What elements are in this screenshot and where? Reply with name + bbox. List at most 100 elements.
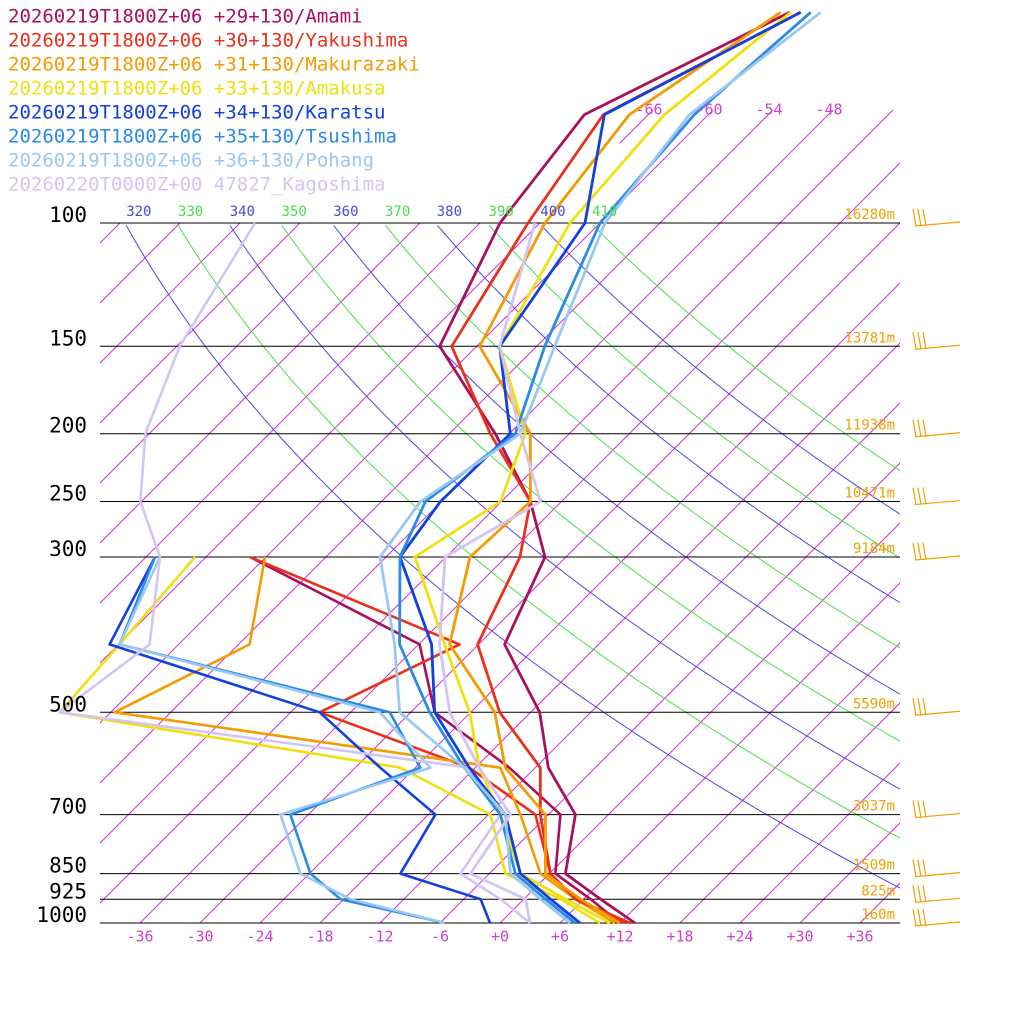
barb-flag xyxy=(922,800,927,818)
x-tick-label: -36 xyxy=(126,928,153,946)
temperature-line xyxy=(398,11,802,925)
height-label: 10471m xyxy=(844,486,895,502)
isotherm xyxy=(799,110,900,923)
barb-flag xyxy=(912,487,917,505)
barb-flag xyxy=(922,332,927,350)
adiabats xyxy=(125,225,900,889)
barb-flag xyxy=(917,908,922,927)
isotherm xyxy=(679,110,900,923)
pressure-label: 850 xyxy=(49,854,87,878)
temperature-line xyxy=(378,11,822,925)
isotherm xyxy=(619,110,900,923)
barb-flag xyxy=(917,332,922,350)
wind-barb xyxy=(912,419,961,438)
height-label: 16280m xyxy=(844,207,895,223)
adiabat xyxy=(592,225,900,472)
x-tick-label: +6 xyxy=(551,928,569,946)
x-tick-label: -12 xyxy=(366,928,393,946)
barb-staff xyxy=(914,432,961,438)
barb-flag xyxy=(912,859,917,877)
wind-barb xyxy=(912,208,961,227)
dewpoint-line xyxy=(249,555,621,925)
dewpoint-line xyxy=(118,556,446,925)
isotherm xyxy=(139,110,900,923)
wind-barbs xyxy=(912,208,961,927)
pressure-label: 200 xyxy=(49,414,87,438)
isotherm-label: -66 xyxy=(635,101,662,119)
barb-flag xyxy=(917,419,922,437)
adiabat xyxy=(437,225,900,604)
isotherm xyxy=(439,110,900,923)
height-label: 9184m xyxy=(853,541,895,557)
barb-staff xyxy=(914,921,961,927)
labels: 320 330 340 350 360 370 380 390 400 410 -66 -60 -54 -… xyxy=(36,101,895,946)
barb-staff xyxy=(914,344,961,350)
barb-flag xyxy=(917,542,922,561)
legend-entry: 20260219T1800Z+06 +31+130/Makurazaki xyxy=(8,54,420,76)
dewpoint-line xyxy=(113,556,616,925)
wind-barb xyxy=(912,332,961,350)
barb-flag xyxy=(917,885,922,903)
x-tick-label: -6 xyxy=(431,928,449,946)
barb-staff xyxy=(914,221,961,227)
pressure-label: 1000 xyxy=(36,903,87,927)
x-tick-label: +18 xyxy=(666,928,693,946)
theta-label: 350 xyxy=(281,204,306,220)
barb-flag xyxy=(912,332,917,350)
temperature-line xyxy=(438,11,791,925)
barb-flag xyxy=(917,800,922,818)
isotherm xyxy=(499,110,900,923)
isotherm xyxy=(859,110,900,923)
theta-label: 330 xyxy=(178,204,203,220)
barb-flag xyxy=(922,487,927,505)
legend-entry: 20260220T0000Z+00 47827_Kagoshima xyxy=(8,174,386,196)
theta-label: 340 xyxy=(230,204,255,220)
x-tick-label: +12 xyxy=(606,928,633,946)
wind-barb xyxy=(912,885,961,903)
isotherm xyxy=(199,110,900,923)
legend-entry: 20260219T1800Z+06 +30+130/Yakushima xyxy=(8,30,408,52)
barb-flag xyxy=(917,208,922,227)
barb-staff xyxy=(914,499,961,506)
barb-flag xyxy=(922,885,927,903)
pressure-label: 250 xyxy=(49,482,87,506)
pressure-label: 150 xyxy=(49,326,87,350)
height-label: 13781m xyxy=(844,330,895,346)
barb-flag xyxy=(922,419,927,437)
barb-flag xyxy=(912,885,917,903)
x-tick-label: -30 xyxy=(186,928,213,946)
adiabat xyxy=(540,225,900,515)
barb-flag xyxy=(912,908,917,927)
x-tick-label: -18 xyxy=(306,928,333,946)
x-tick-label: +24 xyxy=(726,928,753,946)
barb-flag xyxy=(917,698,922,716)
isotherm xyxy=(319,110,900,923)
theta-label: 320 xyxy=(126,204,151,220)
x-tick-label: +30 xyxy=(786,928,813,946)
x-tick-label: -24 xyxy=(246,928,273,946)
dewpoint-line xyxy=(58,222,531,925)
barb-staff xyxy=(914,897,961,903)
barb-flag xyxy=(922,698,927,716)
legend-entry: 20260219T1800Z+06 +34+130/Karatsu xyxy=(8,102,386,124)
pressure-label: 500 xyxy=(49,692,87,716)
wind-barb xyxy=(912,908,961,927)
isotherm-label: -48 xyxy=(815,101,842,119)
height-label: 5590m xyxy=(853,696,895,712)
theta-label: 370 xyxy=(385,204,410,220)
barb-flag xyxy=(912,800,917,818)
height-label: 1509m xyxy=(853,858,895,874)
x-tick-label: +36 xyxy=(846,928,873,946)
height-label: 3037m xyxy=(853,799,895,815)
dewpoint-line xyxy=(108,556,492,924)
theta-label: 400 xyxy=(540,204,565,220)
height-label: 825m xyxy=(861,883,895,899)
legend-entry: 20260219T1800Z+06 +29+130/Amami xyxy=(8,6,363,28)
isotherm xyxy=(739,110,900,923)
barb-flag xyxy=(917,487,922,505)
wind-barb xyxy=(912,859,961,878)
theta-label: 410 xyxy=(592,204,617,220)
barb-flag xyxy=(922,208,927,227)
pressure-label: 100 xyxy=(49,203,87,227)
